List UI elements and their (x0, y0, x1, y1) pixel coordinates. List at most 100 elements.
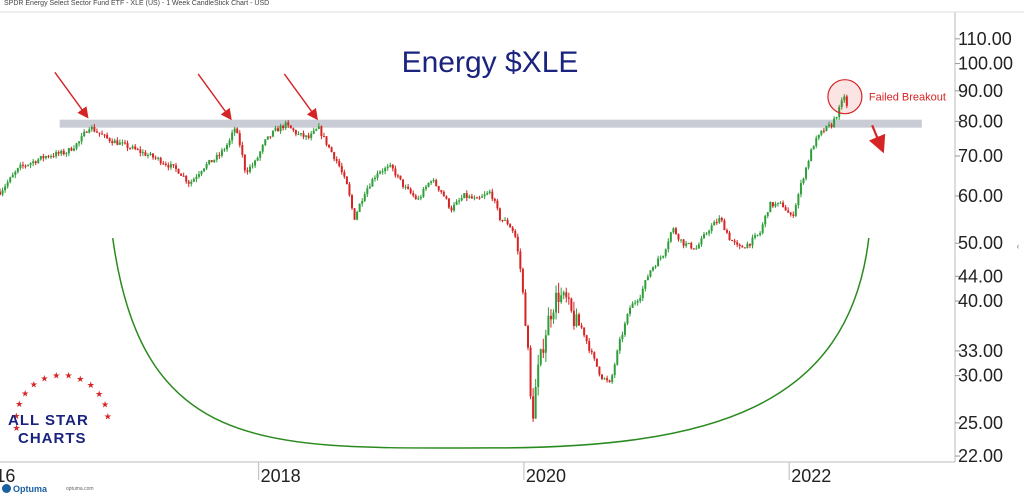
candle-up (534, 387, 537, 419)
candle-up (651, 267, 654, 271)
optuma-logo-icon (2, 484, 11, 493)
candle-up (504, 219, 507, 221)
candle-down (325, 136, 328, 145)
candle-down (345, 176, 348, 185)
candle-up (700, 238, 703, 245)
candle-down (690, 242, 693, 249)
candle-up (197, 174, 200, 177)
candle-down (715, 221, 718, 223)
logo-star: ★ (12, 412, 20, 422)
candle-up (118, 142, 121, 145)
candle-down (57, 152, 60, 154)
candle-down (725, 230, 728, 233)
candle-down (402, 179, 405, 187)
candle-down (493, 198, 496, 201)
candle-up (664, 249, 667, 256)
candle-down (185, 175, 188, 182)
candle-up (149, 153, 152, 156)
candle-down (590, 350, 593, 353)
candle-up (680, 239, 683, 241)
candle-down (606, 378, 609, 381)
candle-down (748, 243, 751, 246)
y-tick-label: 90.00 (958, 81, 1003, 101)
candle-up (458, 200, 461, 202)
candle-up (192, 178, 195, 182)
candle-down (322, 136, 325, 138)
y-tick-label: 50.00 (958, 233, 1003, 253)
candle-up (751, 237, 754, 246)
candle-up (389, 164, 392, 167)
candle-up (659, 257, 662, 259)
candle-down (519, 251, 522, 269)
candle-down (287, 122, 290, 126)
logo-star: ★ (87, 381, 95, 391)
candle-up (654, 266, 657, 268)
candle-down (585, 335, 588, 342)
candle-down (307, 135, 310, 138)
candle-up (629, 307, 632, 314)
candle-up (807, 161, 810, 168)
candle-up (19, 164, 22, 169)
candle-up (226, 144, 229, 150)
candle-down (182, 175, 185, 177)
candle-up (310, 133, 313, 138)
candle-up (631, 303, 634, 308)
candle-down (243, 154, 246, 171)
candle-up (213, 159, 216, 163)
candle-up (626, 313, 629, 324)
candle-up (55, 152, 58, 157)
candle-down (353, 208, 356, 220)
candle-up (759, 232, 762, 235)
candle-up (29, 163, 32, 165)
candle-down (845, 96, 848, 106)
candle-up (805, 167, 808, 179)
candle-up (695, 248, 698, 250)
candle-down (506, 219, 509, 225)
candle-up (200, 171, 203, 175)
candle-up (16, 168, 19, 172)
candle-down (822, 130, 825, 132)
candle-up (190, 181, 193, 184)
bowl-arc (111, 237, 870, 449)
candle-up (141, 152, 144, 154)
candle-down (95, 131, 98, 133)
candle-up (463, 193, 466, 199)
y-tick-label: 30.00 (958, 366, 1003, 386)
candle-down (394, 168, 397, 176)
candle-down (162, 163, 165, 165)
chart-header-text: SPDR Energy Select Sector Fund ETF - XLE… (4, 0, 270, 7)
candle-down (509, 224, 512, 228)
logo-star: ★ (21, 389, 29, 399)
candle-up (251, 165, 254, 167)
candle-up (157, 157, 160, 159)
candle-up (37, 159, 40, 164)
y-tick-label: 25.00 (958, 413, 1003, 433)
candle-down (549, 315, 552, 320)
candle-down (674, 228, 677, 235)
candle-down (501, 219, 504, 221)
candle-down (108, 138, 111, 142)
y-tick-label: 110.00 (958, 29, 1012, 49)
candle-up (667, 241, 670, 250)
candle-up (368, 186, 371, 189)
candle-up (820, 130, 823, 135)
candle-up (65, 153, 68, 155)
candle-down (175, 165, 178, 169)
candle-up (381, 171, 384, 173)
candle-up (618, 339, 621, 351)
candle-down (567, 297, 570, 299)
candle-up (80, 136, 83, 142)
candle-up (810, 149, 813, 162)
logo-star: ★ (101, 401, 109, 411)
candle-down (93, 126, 96, 132)
candle-down (351, 195, 354, 209)
candle-up (299, 133, 302, 135)
candle-down (787, 210, 790, 213)
candle-up (815, 138, 818, 147)
candle-up (254, 160, 257, 166)
collapse-chevron-icon[interactable]: ‹ (1016, 241, 1020, 251)
candle-up (799, 183, 802, 195)
candle-up (146, 155, 149, 157)
candle-down (498, 208, 501, 220)
